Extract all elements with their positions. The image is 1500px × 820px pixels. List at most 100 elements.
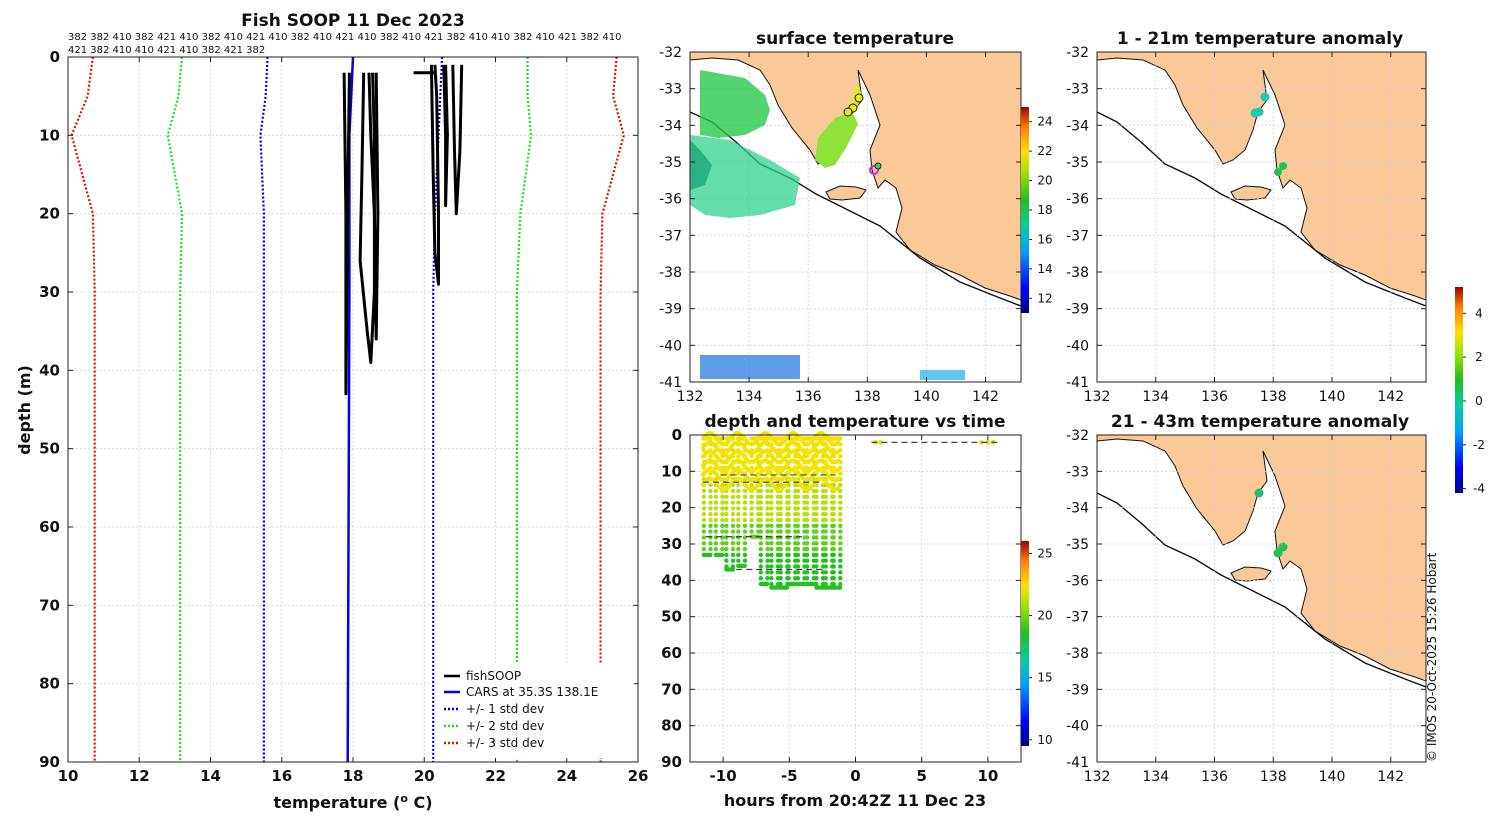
sst-colorbar-ticks: 12 14 16 18 20 22 24 [1029,115,1053,305]
anom1-kangaroo-island [1230,185,1272,201]
profile-ytick-label: 90 [39,753,60,771]
ts-point [814,570,819,575]
ts-point [724,517,729,523]
ts-point [720,517,725,523]
ts-point [786,529,791,534]
ts-point [831,576,836,581]
ts-point [713,541,718,546]
ts-point [724,529,729,534]
ts-point [978,439,984,445]
fishsoop-cast-4 [429,64,440,286]
ts-point [749,500,754,505]
profile-title: Fish SOOP 11 Dec 2023 [241,11,465,31]
ts-point [778,564,783,569]
ts-point [769,500,774,505]
timeseries-ytick-label: 30 [661,535,682,553]
ts-point [814,564,819,569]
timeseries-x-ticks: -10 -5 0 5 10 [710,435,998,785]
ts-point [713,488,718,494]
ts-point [838,471,843,476]
ts-point [701,546,707,552]
ts-point [769,546,774,552]
ts-point [701,494,707,499]
ts-point [765,512,770,517]
ts-point [795,558,801,563]
ts-point [805,506,810,511]
ts-point [837,436,843,441]
ts-point [713,529,718,534]
ts-point [765,506,770,511]
ts-point [814,546,819,552]
ts-point [838,500,843,505]
ts-point [786,564,791,569]
ts-point [831,535,836,540]
ts-point [758,494,763,499]
ts-point [769,558,774,563]
sst-patch-west-dark [690,140,712,190]
anom1-land-mainland [1097,52,1426,301]
ts-point [814,494,819,499]
ts-cb-label: 10 [1037,733,1052,747]
ts-point [769,517,774,523]
ts-point [831,482,836,488]
ts-point [805,494,810,499]
ts-point [749,529,754,534]
anom-cb-label: 4 [1475,306,1483,320]
timeseries-xtick-label: 10 [977,767,998,785]
ts-point [701,488,707,494]
ts-point [769,512,774,517]
ts-point [823,576,828,581]
ts-point [701,541,707,546]
ts-point [769,581,774,587]
timeseries-xtick-label: 5 [916,767,926,785]
sst-cb-label: 18 [1037,203,1052,217]
ts-point [701,529,707,534]
ts-point [742,494,748,499]
ts-point [720,523,725,528]
ts-point [831,570,836,575]
timeseries-y-ticks: 0 10 20 30 40 50 60 70 80 90 [661,426,1021,771]
ts-point [823,564,828,569]
profile-y-ticks: 0 10 20 30 40 50 60 70 80 90 [39,48,638,771]
anom-cb-label: -2 [1473,438,1485,452]
ts-point [805,564,810,569]
anom1-xtick-label: 132 [1084,389,1111,405]
anom2-obs-point [1273,548,1283,558]
ts-point [778,523,783,528]
profile-series-line-5 [599,56,625,762]
anom2-obs-point [1254,488,1264,498]
ts-point [831,541,836,546]
ts-point [730,523,736,528]
ts-point [758,488,763,494]
anom-cb-label: 0 [1475,394,1483,408]
ts-point [831,564,836,569]
ts-point [701,523,707,528]
timeseries-panel: depth and temperature vs time -10 -5 0 5 10 … [661,412,1053,810]
ts-point [724,541,729,546]
ts-point [769,488,774,494]
timeseries-ytick-label: 60 [661,644,682,662]
ts-point [765,436,770,441]
ts-point [742,546,748,552]
ts-point [720,529,725,534]
ts-point [708,482,713,488]
anom2-ytick-label: -36 [1066,573,1089,589]
ts-point [713,535,718,540]
ts-point [742,535,748,540]
ts-point [786,546,791,552]
ts-point [758,558,763,563]
ts-point [769,494,774,499]
ts-point [795,564,801,569]
ts-point [708,517,713,523]
ts-point [730,517,736,523]
ts-point [720,494,725,499]
legend-fishsoop: fishSOOP [466,669,521,683]
copyright-text: © IMOS 20-Oct-2025 15:26 Hobart [1425,552,1439,762]
profile-xtick-label: 10 [58,767,79,785]
sst-patch-north [700,70,770,138]
timeseries-title: depth and temperature vs time [705,412,1006,432]
ts-point [749,517,754,523]
ts-point [736,512,741,517]
anom2-land-mainland [1097,435,1426,682]
ts-point [778,570,783,575]
